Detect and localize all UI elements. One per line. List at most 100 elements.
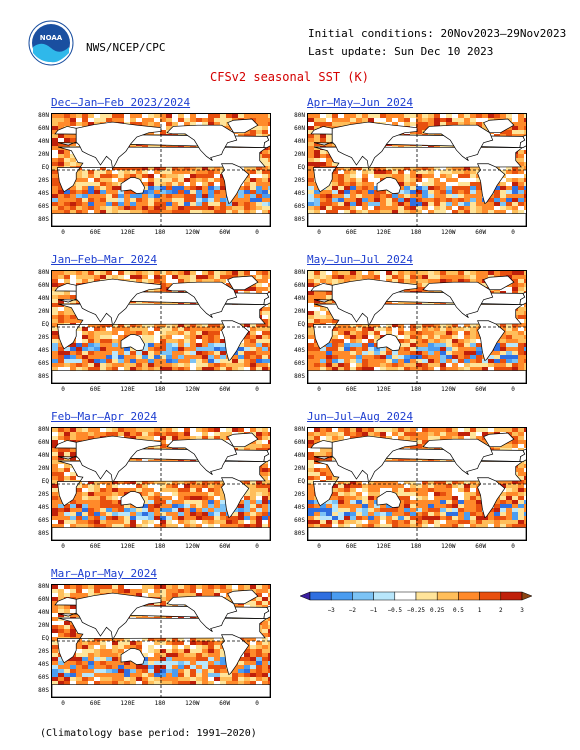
lat-label: 80N (38, 112, 49, 119)
lat-label: 20S (38, 334, 49, 341)
lat-label: 80S (38, 530, 49, 537)
lat-label: 80S (294, 373, 305, 380)
colorbar-segment (415, 591, 438, 601)
lat-label: 60S (38, 203, 49, 210)
lat-label: 80N (294, 112, 305, 119)
noaa-logo-icon: NOAA (28, 20, 74, 66)
colorbar-segment (458, 591, 480, 601)
lon-label: 60W (475, 229, 487, 236)
lon-label: 60W (475, 386, 487, 393)
lat-label: EQ (41, 478, 49, 485)
colorbar-segment (373, 591, 396, 601)
lat-label: 80S (294, 216, 305, 223)
panel-title: Feb–Mar–Apr 2024 (51, 410, 157, 423)
lon-label: 180 (410, 543, 422, 550)
colorbar-segment (330, 591, 353, 601)
lat-label: 60N (294, 282, 305, 289)
lon-label: 60E (89, 700, 101, 707)
lat-label: 80N (294, 426, 305, 433)
lon-label: 120E (120, 229, 135, 236)
lat-label: 20S (294, 491, 305, 498)
lat-label: 60S (38, 360, 49, 367)
lat-label: 20N (38, 151, 49, 158)
lat-label: 40N (38, 609, 49, 616)
lat-label: 20N (38, 308, 49, 315)
lon-label: 60E (89, 543, 101, 550)
colorbar-tick-label: 3 (520, 607, 524, 614)
lat-label: 60S (294, 517, 305, 524)
colorbar-tick-label: −1 (369, 607, 378, 614)
panel-title: Apr–May–Jun 2024 (307, 96, 413, 109)
lon-label: 180 (154, 386, 166, 393)
lat-label: 60N (38, 439, 49, 446)
lon-label: 60E (89, 386, 101, 393)
lon-label: 120W (441, 229, 456, 236)
lat-label: 80S (38, 687, 49, 694)
colorbar-segment (479, 591, 502, 601)
lat-label: EQ (297, 321, 305, 328)
lat-label: 40S (294, 504, 305, 511)
sst-map (51, 427, 271, 541)
lon-label: 60W (219, 543, 231, 550)
panel-title: Jan–Feb–Mar 2024 (51, 253, 157, 266)
colorbar-high-arrow (521, 591, 533, 601)
colorbar-scale (299, 591, 533, 601)
lat-label: 80N (38, 583, 49, 590)
agency-label: NWS/NCEP/CPC (86, 41, 166, 54)
sst-map (307, 113, 527, 227)
lat-label: 40S (294, 347, 305, 354)
lon-label: 0 (255, 700, 259, 707)
lon-label: 0 (511, 229, 515, 236)
lat-label: 40N (38, 138, 49, 145)
lon-label: 180 (154, 229, 166, 236)
panel-title: May–Jun–Jul 2024 (307, 253, 413, 266)
lon-label: 0 (61, 543, 65, 550)
lon-label: 120E (120, 700, 135, 707)
lat-label: EQ (41, 635, 49, 642)
lon-label: 60E (345, 386, 357, 393)
lon-label: 180 (154, 543, 166, 550)
colorbar-tick-label: −2 (348, 607, 356, 614)
lat-label: 40N (294, 295, 305, 302)
lon-label: 60E (89, 229, 101, 236)
lon-label: 0 (511, 386, 515, 393)
colorbar-ticks: −3 −2 −1 −0.5 −0.25 0.25 0.5 1 2 3 (300, 607, 532, 619)
lat-label: 60N (294, 439, 305, 446)
colorbar: −3 −2 −1 −0.5 −0.25 0.25 0.5 1 2 3 (299, 588, 533, 619)
lon-label: 0 (61, 386, 65, 393)
lat-label: 20N (294, 151, 305, 158)
colorbar-tick-label: 0.25 (429, 607, 445, 614)
colorbar-tick-label: 1 (477, 607, 482, 614)
lon-label: 180 (410, 229, 422, 236)
colorbar-tick-label: −0.25 (406, 607, 426, 614)
panel-title: Jun–Jul–Aug 2024 (307, 410, 413, 423)
lon-label: 120E (120, 386, 135, 393)
lon-label: 0 (317, 386, 321, 393)
lat-label: 60S (294, 203, 305, 210)
lat-label: 20S (38, 177, 49, 184)
lat-label: 60N (38, 596, 49, 603)
lat-label: 40S (294, 190, 305, 197)
panel-title: Dec–Jan–Feb 2023/2024 (51, 96, 191, 109)
lat-label: 80S (38, 216, 49, 223)
lat-label: 80N (294, 269, 305, 276)
lon-label: 120E (376, 386, 391, 393)
lon-label: 60W (219, 386, 231, 393)
lon-label: 120W (185, 229, 200, 236)
colorbar-tick-label: 0.5 (452, 607, 464, 614)
lon-label: 60E (345, 543, 357, 550)
colorbar-tick-label: 2 (498, 607, 503, 614)
colorbar-segment (352, 591, 374, 601)
lon-label: 0 (317, 229, 321, 236)
lon-label: 0 (255, 543, 259, 550)
lat-label: 80S (38, 373, 49, 380)
lon-label: 60W (219, 229, 231, 236)
sst-map (51, 113, 271, 227)
lat-label: 40S (38, 347, 49, 354)
svg-text:NOAA: NOAA (40, 34, 63, 42)
lon-label: 120W (185, 700, 200, 707)
lat-label: 60S (38, 674, 49, 681)
lon-label: 120W (441, 543, 456, 550)
lon-label: 180 (410, 386, 422, 393)
page-title: CFSv2 seasonal SST (K) (210, 70, 369, 84)
